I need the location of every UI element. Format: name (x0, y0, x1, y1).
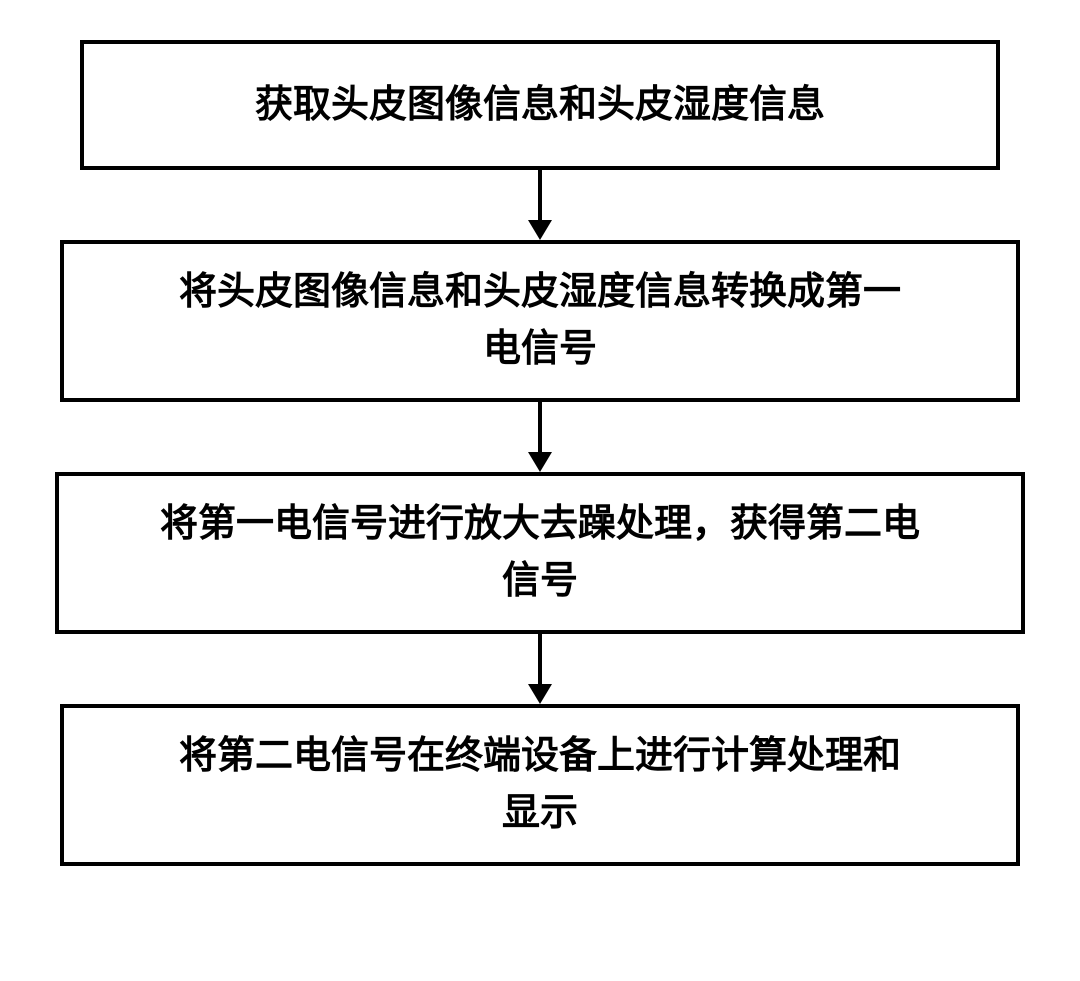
flowchart-box-1: 获取头皮图像信息和头皮湿度信息 (80, 40, 1000, 170)
flowchart-box-2-text: 将头皮图像信息和头皮湿度信息转换成第一 电信号 (179, 264, 901, 378)
flowchart-box-4-text: 将第二电信号在终端设备上进行计算处理和 显示 (179, 728, 901, 842)
arrow-head-icon (528, 220, 552, 240)
flowchart-box-4: 将第二电信号在终端设备上进行计算处理和 显示 (60, 704, 1020, 866)
flowchart-container: 获取头皮图像信息和头皮湿度信息 将头皮图像信息和头皮湿度信息转换成第一 电信号 … (55, 40, 1025, 866)
arrow-line (538, 402, 542, 452)
arrow-line (538, 170, 542, 220)
arrow-head-icon (528, 452, 552, 472)
arrow-line (538, 634, 542, 684)
flowchart-arrow-3 (528, 634, 552, 704)
flowchart-box-1-text: 获取头皮图像信息和头皮湿度信息 (255, 77, 825, 134)
arrow-head-icon (528, 684, 552, 704)
flowchart-arrow-1 (528, 170, 552, 240)
flowchart-box-3-text: 将第一电信号进行放大去躁处理，获得第二电 信号 (160, 496, 920, 610)
flowchart-box-3: 将第一电信号进行放大去躁处理，获得第二电 信号 (55, 472, 1025, 634)
flowchart-box-2: 将头皮图像信息和头皮湿度信息转换成第一 电信号 (60, 240, 1020, 402)
flowchart-arrow-2 (528, 402, 552, 472)
